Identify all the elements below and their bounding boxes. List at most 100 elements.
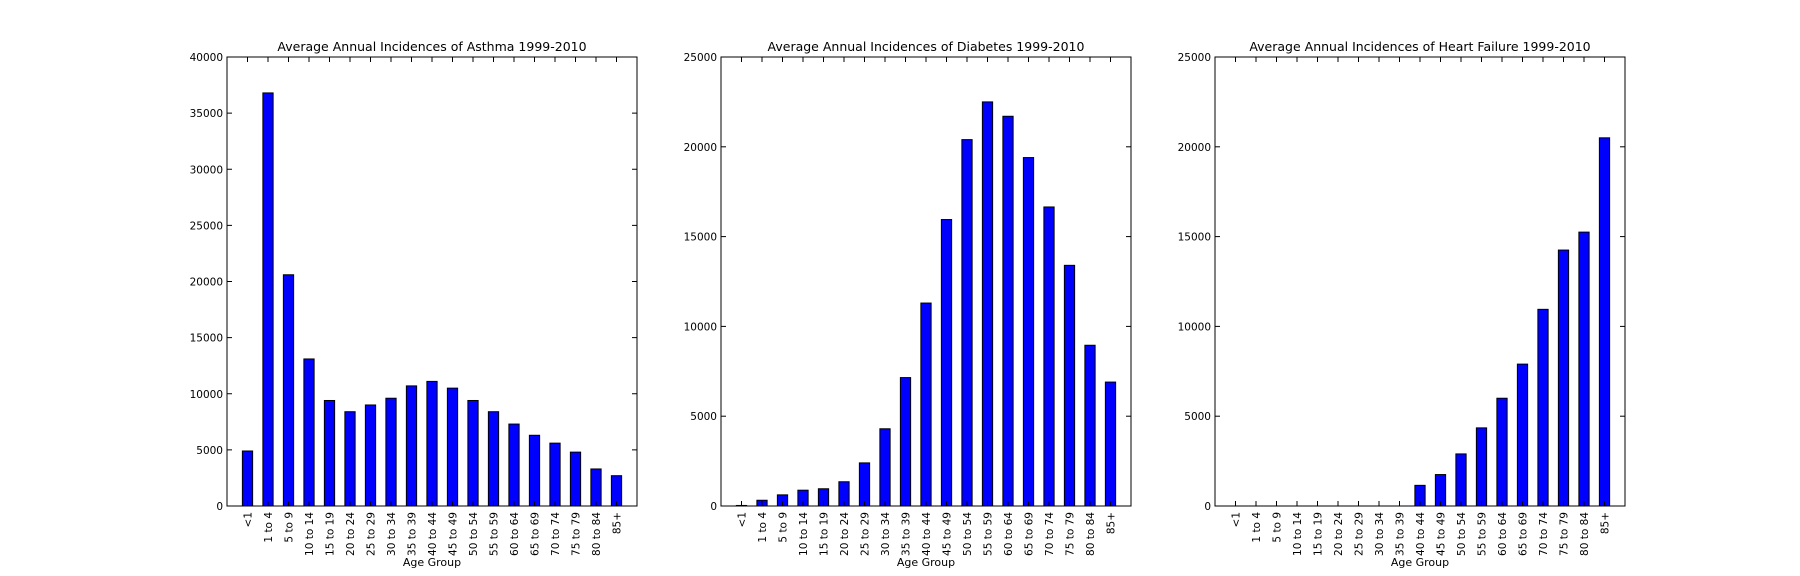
x-tick-label: 35 to 39 [407, 512, 419, 556]
bar-9 [920, 302, 932, 507]
x-tick-label: 5 to 9 [284, 512, 296, 543]
bar-11 [467, 399, 479, 507]
x-tick-label: 85+ [1600, 512, 1612, 534]
y-tick-label: 5000 [196, 445, 223, 457]
bar-17 [1084, 344, 1096, 507]
y-tick-label: 0 [710, 501, 717, 513]
y-tick-label: 25000 [190, 220, 223, 232]
x-tick-label: 80 to 84 [591, 512, 603, 556]
x-tick-label: 55 to 59 [1477, 512, 1489, 556]
bar-16 [1557, 249, 1570, 507]
x-tick-label: 25 to 29 [1354, 512, 1366, 556]
bar-15 [1043, 206, 1055, 507]
x-tick-label: 25 to 29 [366, 512, 378, 556]
y-tick-label: 20000 [190, 277, 223, 289]
x-tick-label: 25 to 29 [860, 512, 872, 556]
x-tick-label: 40 to 44 [921, 512, 933, 556]
x-tick-label: 75 to 79 [1559, 512, 1571, 556]
x-tick-label: 35 to 39 [901, 512, 913, 556]
x-tick-label: 15 to 19 [325, 512, 337, 556]
x-tick-label: 45 to 49 [448, 512, 460, 556]
x-tick-label: 15 to 19 [1313, 512, 1325, 556]
bar-16 [569, 451, 582, 507]
bar-12 [1475, 427, 1488, 507]
y-tick-label: 40000 [190, 52, 223, 64]
x-tick-label: 10 to 14 [798, 512, 810, 556]
x-tick-label: 60 to 64 [509, 512, 521, 556]
x-axis-label: Age Group [1391, 556, 1449, 569]
y-tick-label: 10000 [190, 389, 223, 401]
x-tick-label: 55 to 59 [983, 512, 995, 556]
x-tick-label: 50 to 54 [962, 512, 974, 556]
chart-panel-2: Average Annual Incidences of Diabetes 19… [684, 39, 1132, 569]
x-tick-label: 40 to 44 [427, 512, 439, 556]
x-tick-label: 15 to 19 [819, 512, 831, 556]
bar-18 [1598, 137, 1611, 507]
y-tick-label: 15000 [684, 232, 717, 244]
x-tick-label: 20 to 24 [1333, 512, 1345, 556]
x-tick-label: 60 to 64 [1497, 512, 1509, 556]
x-tick-label: 85+ [612, 512, 624, 534]
x-tick-label: 70 to 74 [1044, 512, 1056, 556]
y-tick-label: 30000 [190, 164, 223, 176]
x-tick-label: 50 to 54 [1456, 512, 1468, 556]
bar-14 [528, 434, 541, 507]
x-tick-label: 70 to 74 [550, 512, 562, 556]
x-tick-label: <1 [1231, 512, 1243, 527]
x-tick-label: 1 to 4 [263, 512, 275, 543]
bar-13 [1002, 115, 1014, 507]
x-tick-label: <1 [737, 512, 749, 527]
bar-16 [1063, 264, 1076, 507]
x-tick-label: 5 to 9 [1272, 512, 1284, 543]
x-tick-label: 65 to 69 [1518, 512, 1530, 556]
x-tick-label: 75 to 79 [1065, 512, 1077, 556]
x-tick-label: 30 to 34 [1374, 512, 1386, 556]
x-tick-label: 20 to 24 [839, 512, 851, 556]
x-tick-label: 50 to 54 [468, 512, 480, 556]
bar-14 [1516, 363, 1529, 507]
chart-title: Average Annual Incidences of Heart Failu… [1249, 39, 1590, 54]
x-tick-label: 75 to 79 [571, 512, 583, 556]
bar-13 [508, 423, 520, 507]
y-tick-label: 15000 [1178, 232, 1211, 244]
bar-15 [549, 442, 561, 507]
y-tick-label: 5000 [1184, 411, 1211, 423]
y-tick-label: 0 [1204, 501, 1211, 513]
x-axis-label: Age Group [403, 556, 461, 569]
bar-1 [262, 92, 274, 507]
x-tick-label: 20 to 24 [345, 512, 357, 556]
bar-0 [241, 450, 254, 507]
bar-10 [940, 219, 953, 507]
y-tick-label: 25000 [1178, 52, 1211, 64]
chart-panel-3: Average Annual Incidences of Heart Failu… [1178, 39, 1626, 569]
x-tick-label: 85+ [1106, 512, 1118, 534]
bar-12 [487, 411, 500, 507]
bar-17 [590, 468, 602, 507]
chart-title: Average Annual Incidences of Diabetes 19… [768, 39, 1085, 54]
bar-8 [899, 377, 912, 507]
bar-14 [1022, 157, 1035, 507]
bar-17 [1578, 231, 1590, 507]
x-tick-label: 80 to 84 [1085, 512, 1097, 556]
chart-title: Average Annual Incidences of Asthma 1999… [277, 39, 586, 54]
bar-12 [981, 101, 994, 507]
bar-18 [1104, 381, 1117, 507]
x-tick-label: 1 to 4 [757, 512, 769, 543]
y-tick-label: 20000 [1178, 142, 1211, 154]
chart-panel-1: Average Annual Incidences of Asthma 1999… [190, 39, 638, 569]
x-tick-label: 40 to 44 [1415, 512, 1427, 556]
x-tick-label: 55 to 59 [489, 512, 501, 556]
bar-6 [364, 404, 377, 507]
x-tick-label: 45 to 49 [942, 512, 954, 556]
bar-15 [1537, 308, 1549, 507]
y-tick-label: 20000 [684, 142, 717, 154]
x-tick-label: 60 to 64 [1003, 512, 1015, 556]
x-tick-label: 35 to 39 [1395, 512, 1407, 556]
x-tick-label: 10 to 14 [1292, 512, 1304, 556]
x-tick-label: 30 to 34 [386, 512, 398, 556]
bar-11 [961, 139, 973, 507]
bar-7 [385, 397, 397, 507]
y-tick-label: 10000 [1178, 321, 1211, 333]
x-tick-label: 65 to 69 [1024, 512, 1036, 556]
